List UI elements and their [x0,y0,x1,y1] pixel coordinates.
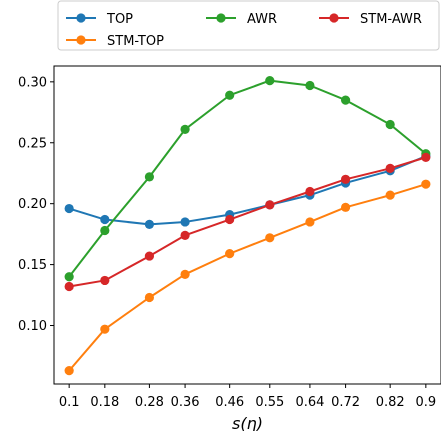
data-point [385,163,395,173]
y-tick-label: 0.30 [18,75,47,90]
x-tick-label: 0.9 [415,395,436,410]
legend-box [57,0,440,51]
series-line [68,183,427,372]
data-point [180,217,190,227]
legend-label: AWR [247,12,277,27]
data-point [385,190,395,200]
series-line [68,156,427,288]
data-point [180,124,190,134]
data-point [100,225,110,236]
data-point [340,95,351,105]
data-point [305,80,315,91]
plot-area: 0.10 0.15 0.20 0.25 0.30 0.1 0.18 0.28 0.36 0.46 0… [18,65,441,410]
x-tick-label: 0.64 [295,395,324,410]
x-tick-label: 0.28 [135,395,164,410]
x-tick-label: 0.46 [215,395,244,410]
legend: TOP AWR STM-AWR STM-TOP [57,0,440,51]
x-tick-label: 0.55 [255,395,284,410]
y-tick-label: 0.15 [18,258,47,273]
axes-frame [53,65,441,385]
legend-entry-top: TOP [66,12,133,27]
legend-marker [76,35,86,45]
data-point [100,324,110,334]
data-point [265,76,275,86]
x-tick-label: 0.72 [331,395,360,410]
y-tick-label: 0.20 [18,197,47,212]
data-point [144,172,155,182]
data-point [305,186,315,197]
data-point [225,249,235,259]
data-point [180,230,190,240]
data-point [305,217,315,227]
data-point [64,365,74,376]
data-point [421,152,431,162]
data-point [144,251,155,261]
x-tick-label: 0.36 [171,395,200,410]
x-tick-label: 0.82 [376,395,405,410]
legend-entry-awr: AWR [206,12,277,27]
data-point [225,214,235,225]
legend-label: STM-AWR [360,12,422,27]
y-tick-label: 0.10 [18,319,47,334]
data-point [64,203,74,214]
data-point [385,119,395,130]
legend-marker [216,13,226,23]
data-point [64,272,74,282]
x-tick-label: 0.1 [59,395,80,410]
legend-marker [329,13,339,23]
data-point [100,275,110,286]
series-stm-awr [64,152,431,292]
data-point [265,233,275,243]
data-point [180,269,190,279]
legend-entry-stm-awr: STM-AWR [319,12,422,27]
y-tick-label: 0.25 [18,136,47,151]
data-point [340,202,351,212]
legend-label: TOP [106,12,133,27]
series-line [68,155,427,226]
data-point [265,200,275,210]
series-awr [64,76,431,282]
data-point [64,281,74,292]
data-point [144,219,155,229]
legend-label: STM-TOP [107,34,164,49]
series-top [64,151,431,229]
data-point [340,174,351,184]
data-point [225,90,235,100]
x-axis-label: s(η) [232,414,263,431]
data-point [100,214,110,225]
series-stm-top [64,179,431,376]
series-line [68,79,427,278]
x-tick-label: 0.18 [90,395,119,410]
data-point [144,292,155,303]
data-point [421,179,431,189]
legend-marker [76,13,86,23]
legend-entry-stm-top: STM-TOP [66,34,164,49]
